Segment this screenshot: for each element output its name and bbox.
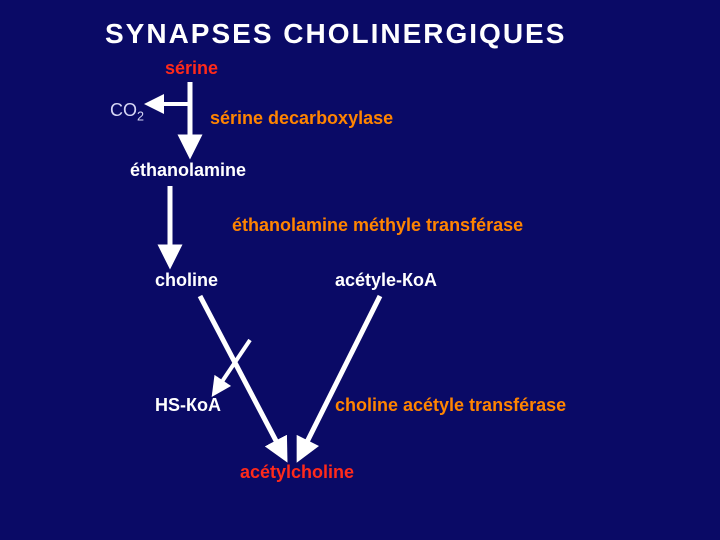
node-co2: CO2 — [110, 100, 144, 124]
diagram-title: SYNAPSES CHOLINERGIQUES — [105, 18, 566, 50]
node-serine: sérine — [165, 58, 218, 79]
node-acetyl-koa: acétyle-КoA — [335, 270, 437, 291]
node-choline: choline — [155, 270, 218, 291]
node-ethanolamine: éthanolamine — [130, 160, 246, 181]
node-hs-koa: НS-КoA — [155, 395, 221, 416]
enzyme-decarboxylase: sérine decarboxylase — [210, 108, 393, 129]
enzyme-methyl-transferase: éthanolamine méthyle transférase — [232, 215, 523, 236]
enzyme-choline-acetyl-transferase: choline acétyle transférase — [335, 395, 566, 416]
node-acetylcholine: acétylcholine — [240, 462, 354, 483]
diagram-stage: SYNAPSES CHOLINERGIQUES sérine CO2 sérin… — [0, 0, 720, 540]
